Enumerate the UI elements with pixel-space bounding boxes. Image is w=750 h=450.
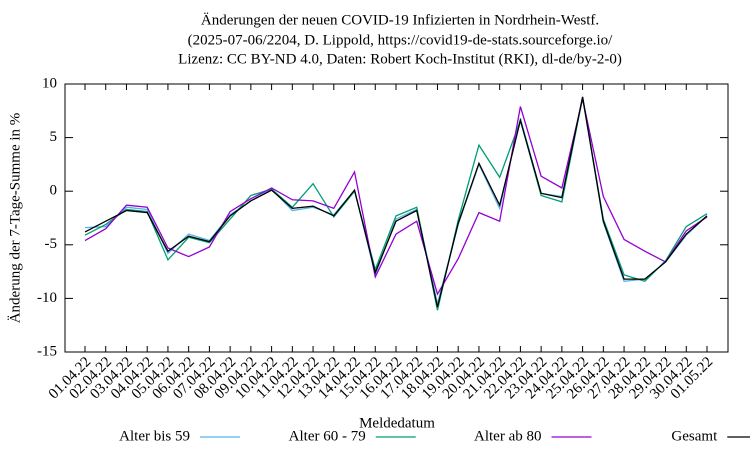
legend-label: Gesamt bbox=[671, 428, 718, 444]
y-tick-label: 5 bbox=[50, 129, 58, 145]
legend-label: Alter 60 - 79 bbox=[289, 428, 366, 444]
y-tick-label: 0 bbox=[50, 183, 58, 199]
legend-label: Alter bis 59 bbox=[119, 428, 190, 444]
y-tick-label: 10 bbox=[42, 75, 57, 91]
x-axis-label: Meldedatum bbox=[359, 415, 435, 431]
y-tick-label: -5 bbox=[45, 236, 58, 252]
series-line bbox=[84, 97, 708, 311]
y-axis-label: Änderung der 7-Tage-Summe in % bbox=[6, 113, 23, 324]
chart-title: Änderungen der neuen COVID-19 Infizierte… bbox=[201, 11, 599, 28]
series-line bbox=[84, 96, 708, 304]
y-tick-label: -10 bbox=[37, 290, 57, 306]
series-line bbox=[84, 98, 708, 296]
series-line bbox=[84, 96, 708, 308]
chart-subtitle: (2025-07-06/2204, D. Lippold, https://co… bbox=[188, 32, 613, 48]
plot-border bbox=[64, 83, 729, 353]
y-tick-label: -15 bbox=[37, 343, 57, 359]
chart-subtitle: Lizenz: CC BY-ND 4.0, Daten: Robert Koch… bbox=[178, 51, 622, 67]
legend-label: Alter ab 80 bbox=[474, 428, 541, 444]
